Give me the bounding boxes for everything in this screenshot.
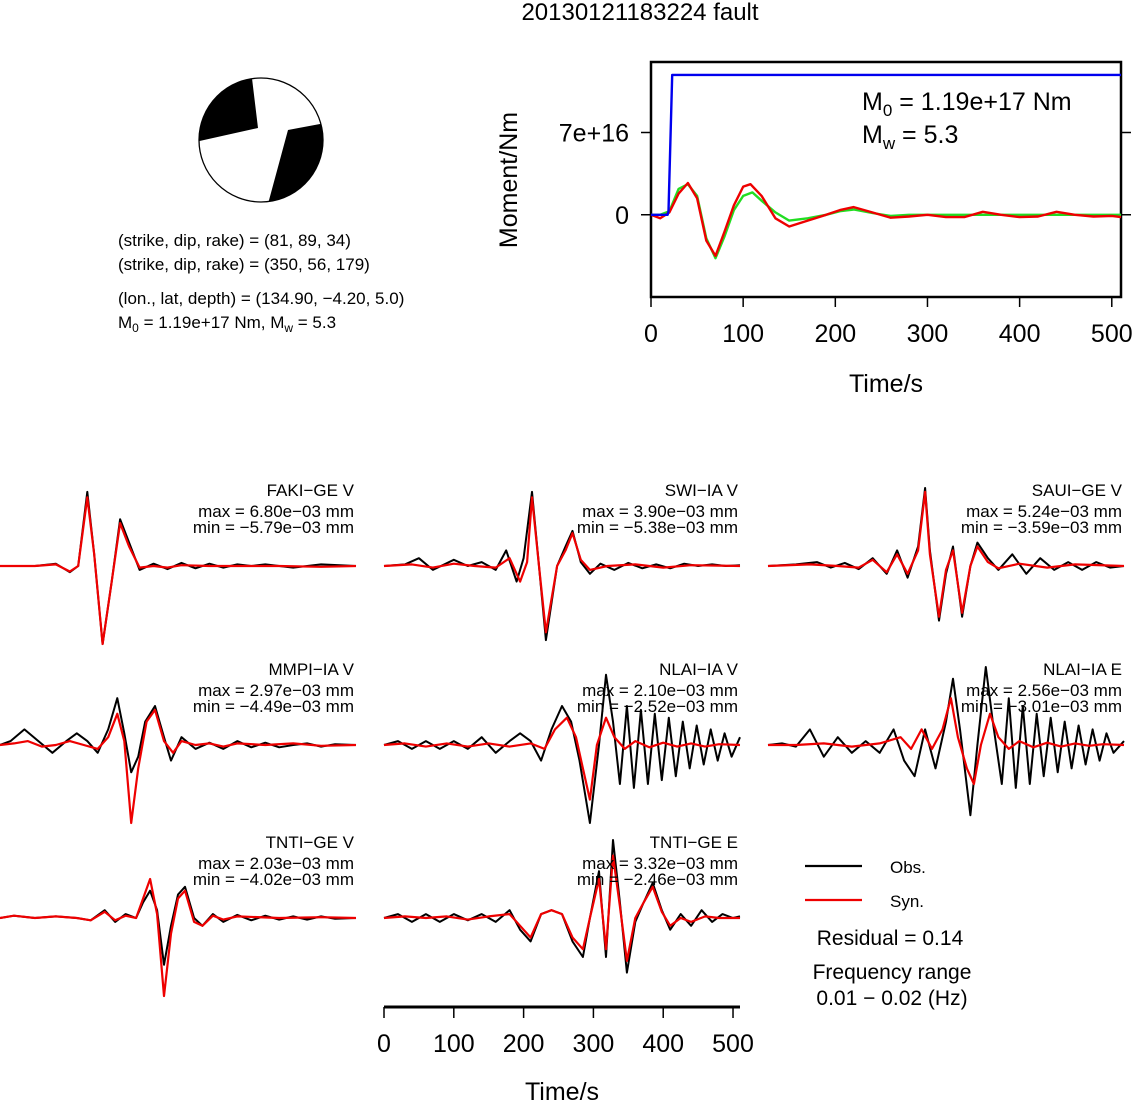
waveform-x-tick-label: 0 [377, 1030, 391, 1058]
waveform-x-label: Time/s [525, 1078, 599, 1103]
station-min: min = −3.59e−03 mm [961, 518, 1122, 537]
moment-y-label: Moment/Nm [495, 112, 523, 248]
synthetic-trace [0, 496, 357, 646]
synthetic-trace [0, 708, 357, 825]
station-min: min = −5.38e−03 mm [577, 518, 738, 537]
station-max: max = 2.56e−03 mm [966, 681, 1122, 700]
station-name: FAKI−GE V [267, 481, 355, 500]
moment-x-tick-label: 100 [722, 320, 764, 348]
moment-chart: 0 100 200 300 400 500 0 7e+16 Moment/Nm Time/s… [495, 60, 1133, 398]
station-min: min = −4.02e−03 mm [193, 870, 354, 889]
station-name: TNTI−GE V [266, 833, 355, 852]
synthetic-trace [767, 490, 1125, 618]
mechanism-info: (strike, dip, rake) = (81, 89, 34) (stri… [118, 231, 404, 335]
mechanism-line-4: M0 = 1.19e+17 Nm, Mw = 5.3 [118, 313, 336, 335]
station-name: SAUI−GE V [1032, 481, 1123, 500]
mechanism-line-3: (lon., lat, depth) = (134.90, −4.20, 5.0… [118, 289, 404, 308]
synthetic-trace [383, 716, 741, 801]
moment-x-tick-label: 500 [1091, 320, 1133, 348]
legend-obs-label: Obs. [890, 858, 926, 877]
legend: Obs. Syn. [805, 858, 926, 911]
moment-series-line-2 [651, 182, 1121, 260]
moment-series [650, 73, 1122, 260]
waveform-x-tick-label: 400 [642, 1030, 684, 1058]
station-min: min = −2.46e−03 mm [577, 870, 738, 889]
moment-x-tick-label: 400 [999, 320, 1041, 348]
station-min: min = −3.01e−03 mm [961, 697, 1122, 716]
synthetic-trace [383, 854, 740, 963]
station-max: max = 2.97e−03 mm [198, 681, 354, 700]
moment-x-tick-label: 0 [644, 320, 658, 348]
mechanism-line-2: (strike, dip, rake) = (350, 56, 179) [118, 255, 370, 274]
moment-annotation-m0: M0 = 1.19e+17 Nm [862, 88, 1072, 120]
station-max: max = 5.24e−03 mm [966, 502, 1122, 521]
station-max: max = 6.80e−03 mm [198, 502, 354, 521]
moment-x-tick-label: 300 [907, 320, 949, 348]
moment-y-tick-label: 0 [615, 202, 629, 230]
station-name: MMPI−IA V [269, 660, 355, 679]
frequency-range-value: 0.01 − 0.02 (Hz) [816, 987, 967, 1010]
waveform-x-axis: 0 100 200 300 400 500 [377, 1005, 754, 1058]
synthetic-trace [0, 877, 357, 998]
moment-series-line-0 [651, 73, 1121, 217]
legend-syn-label: Syn. [890, 892, 924, 911]
station-max: max = 2.10e−03 mm [582, 681, 738, 700]
station-name: TNTI−GE E [650, 833, 738, 852]
moment-x-axis: 0 100 200 300 400 500 [644, 297, 1133, 348]
waveform-x-tick-label: 100 [433, 1030, 475, 1058]
station-name: NLAI−IA V [659, 660, 739, 679]
station-name: SWI−IA V [665, 481, 739, 500]
figure-title: 20130121183224 fault [521, 0, 758, 26]
frequency-range-label: Frequency range [813, 961, 972, 984]
synthetic-trace [383, 496, 741, 634]
moment-plot-frame [649, 60, 1123, 299]
observed-trace [767, 666, 1125, 817]
residual-text: Residual = 0.14 [817, 927, 964, 950]
mechanism-line-1: (strike, dip, rake) = (81, 89, 34) [118, 231, 351, 250]
waveform-x-tick-label: 200 [503, 1030, 545, 1058]
waveform-x-tick-label: 300 [573, 1030, 615, 1058]
moment-y-tick-label: 7e+16 [559, 120, 629, 148]
synthetic-trace [768, 697, 1125, 786]
moment-annotation-mw: Mw = 5.3 [862, 121, 958, 153]
beachball [198, 77, 324, 203]
station-min: min = −2.52e−03 mm [577, 697, 738, 716]
moment-x-label: Time/s [849, 370, 923, 398]
station-min: min = −4.49e−03 mm [193, 697, 354, 716]
moment-x-tick-label: 200 [814, 320, 856, 348]
moment-series-line-1 [650, 181, 1122, 258]
station-min: min = −5.79e−03 mm [193, 518, 354, 537]
waveform-x-tick-label: 500 [712, 1030, 754, 1058]
station-name: NLAI−IA E [1043, 660, 1122, 679]
moment-y-axis: 0 7e+16 [559, 120, 1131, 230]
station-max: max = 3.90e−03 mm [582, 502, 738, 521]
station-max: max = 2.03e−03 mm [198, 854, 354, 873]
station-max: max = 3.32e−03 mm [582, 854, 738, 873]
